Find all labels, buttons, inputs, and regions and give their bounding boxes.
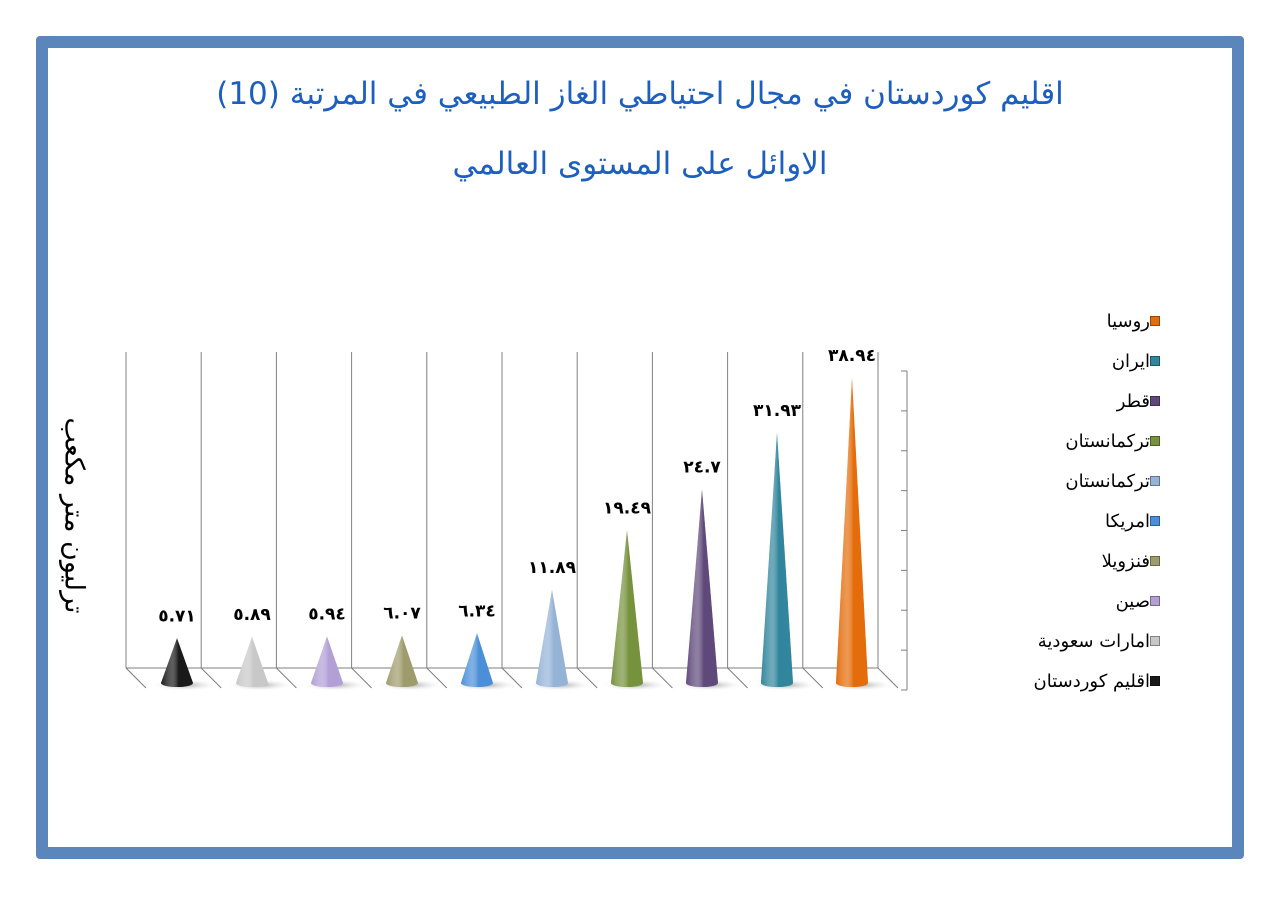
cone-bar [536, 589, 568, 687]
chart-title-line2: الاوائل على المستوى العالمي [452, 146, 828, 182]
legend-label: امريكا [1104, 510, 1150, 532]
legend-label: امارات سعودية [1037, 630, 1150, 652]
legend-swatch [1150, 636, 1160, 646]
floor-gridline [727, 667, 748, 689]
cone-bar [836, 378, 868, 687]
floor-gridline [877, 667, 899, 689]
legend-label: صين [1115, 590, 1150, 612]
legend-swatch [1150, 316, 1160, 326]
cone-bar [461, 633, 493, 687]
chart-frame [36, 36, 1244, 859]
cone-bar [311, 636, 343, 687]
legend-label: تركمانستان [1065, 470, 1150, 492]
cone-highlight [236, 636, 268, 687]
floor-gridline [652, 667, 673, 689]
legend-swatch [1150, 396, 1160, 406]
legend-swatch [1150, 356, 1160, 366]
cone-highlight [161, 638, 193, 687]
cone-highlight [386, 635, 418, 687]
chart-title-line1: اقليم كوردستان في مجال احتياطي الغاز الط… [216, 76, 1064, 112]
legend-item: قطر [972, 386, 1172, 416]
cone-highlight [536, 589, 568, 687]
cone-bar [386, 635, 418, 687]
cone-bar [686, 489, 718, 687]
legend-item: امارات سعودية [972, 626, 1172, 656]
cone-bar [611, 530, 643, 687]
floor-gridline [802, 667, 824, 689]
legend-swatch [1150, 676, 1160, 686]
data-label: ٦.٠٧ [383, 603, 421, 623]
legend-swatch [1150, 596, 1160, 606]
legend-swatch [1150, 556, 1160, 566]
legend-item: صين [972, 586, 1172, 616]
legend-label: قطر [1116, 390, 1150, 412]
legend-item: روسيا [972, 306, 1172, 336]
legend-label: ايران [1111, 350, 1150, 372]
legend-item: اقليم كوردستان [972, 666, 1172, 696]
legend-label: روسيا [1106, 310, 1150, 332]
legend-label: تركمانستان [1065, 430, 1150, 452]
legend-item: فنزويلا [972, 546, 1172, 576]
legend-item: تركمانستان [972, 426, 1172, 456]
data-label: ٣٨.٩٤ [828, 346, 876, 366]
legend-label: اقليم كوردستان [1033, 670, 1151, 692]
legend-swatch [1150, 436, 1160, 446]
data-label: ١٩.٤٩ [603, 498, 652, 518]
cone-highlight [461, 633, 493, 687]
cone-bar [236, 636, 268, 687]
data-label: ٣١.٩٣ [753, 401, 802, 421]
data-label: ٢٤.٧ [683, 458, 721, 478]
data-label: ٥.٧١ [158, 606, 196, 626]
legend-swatch [1150, 476, 1160, 486]
cone-highlight [311, 636, 343, 687]
data-label: ٥.٨٩ [233, 605, 271, 625]
legend-swatch [1150, 516, 1160, 526]
cone-highlight [761, 432, 793, 687]
legend-item: ايران [972, 346, 1172, 376]
floor-gridline [125, 667, 147, 689]
legend-item: امريكا [972, 506, 1172, 536]
legend-item: تركمانستان [972, 466, 1172, 496]
cone-highlight [686, 489, 718, 687]
data-label: ١١.٨٩ [528, 558, 577, 578]
data-label: ٥.٩٤ [308, 604, 346, 624]
cone-bar [761, 432, 793, 687]
cone-highlight [611, 530, 643, 687]
data-label: ٦.٣٤ [458, 601, 496, 621]
legend-label: فنزويلا [1101, 550, 1150, 572]
cone-bar [161, 638, 193, 687]
cone-highlight [836, 378, 868, 687]
